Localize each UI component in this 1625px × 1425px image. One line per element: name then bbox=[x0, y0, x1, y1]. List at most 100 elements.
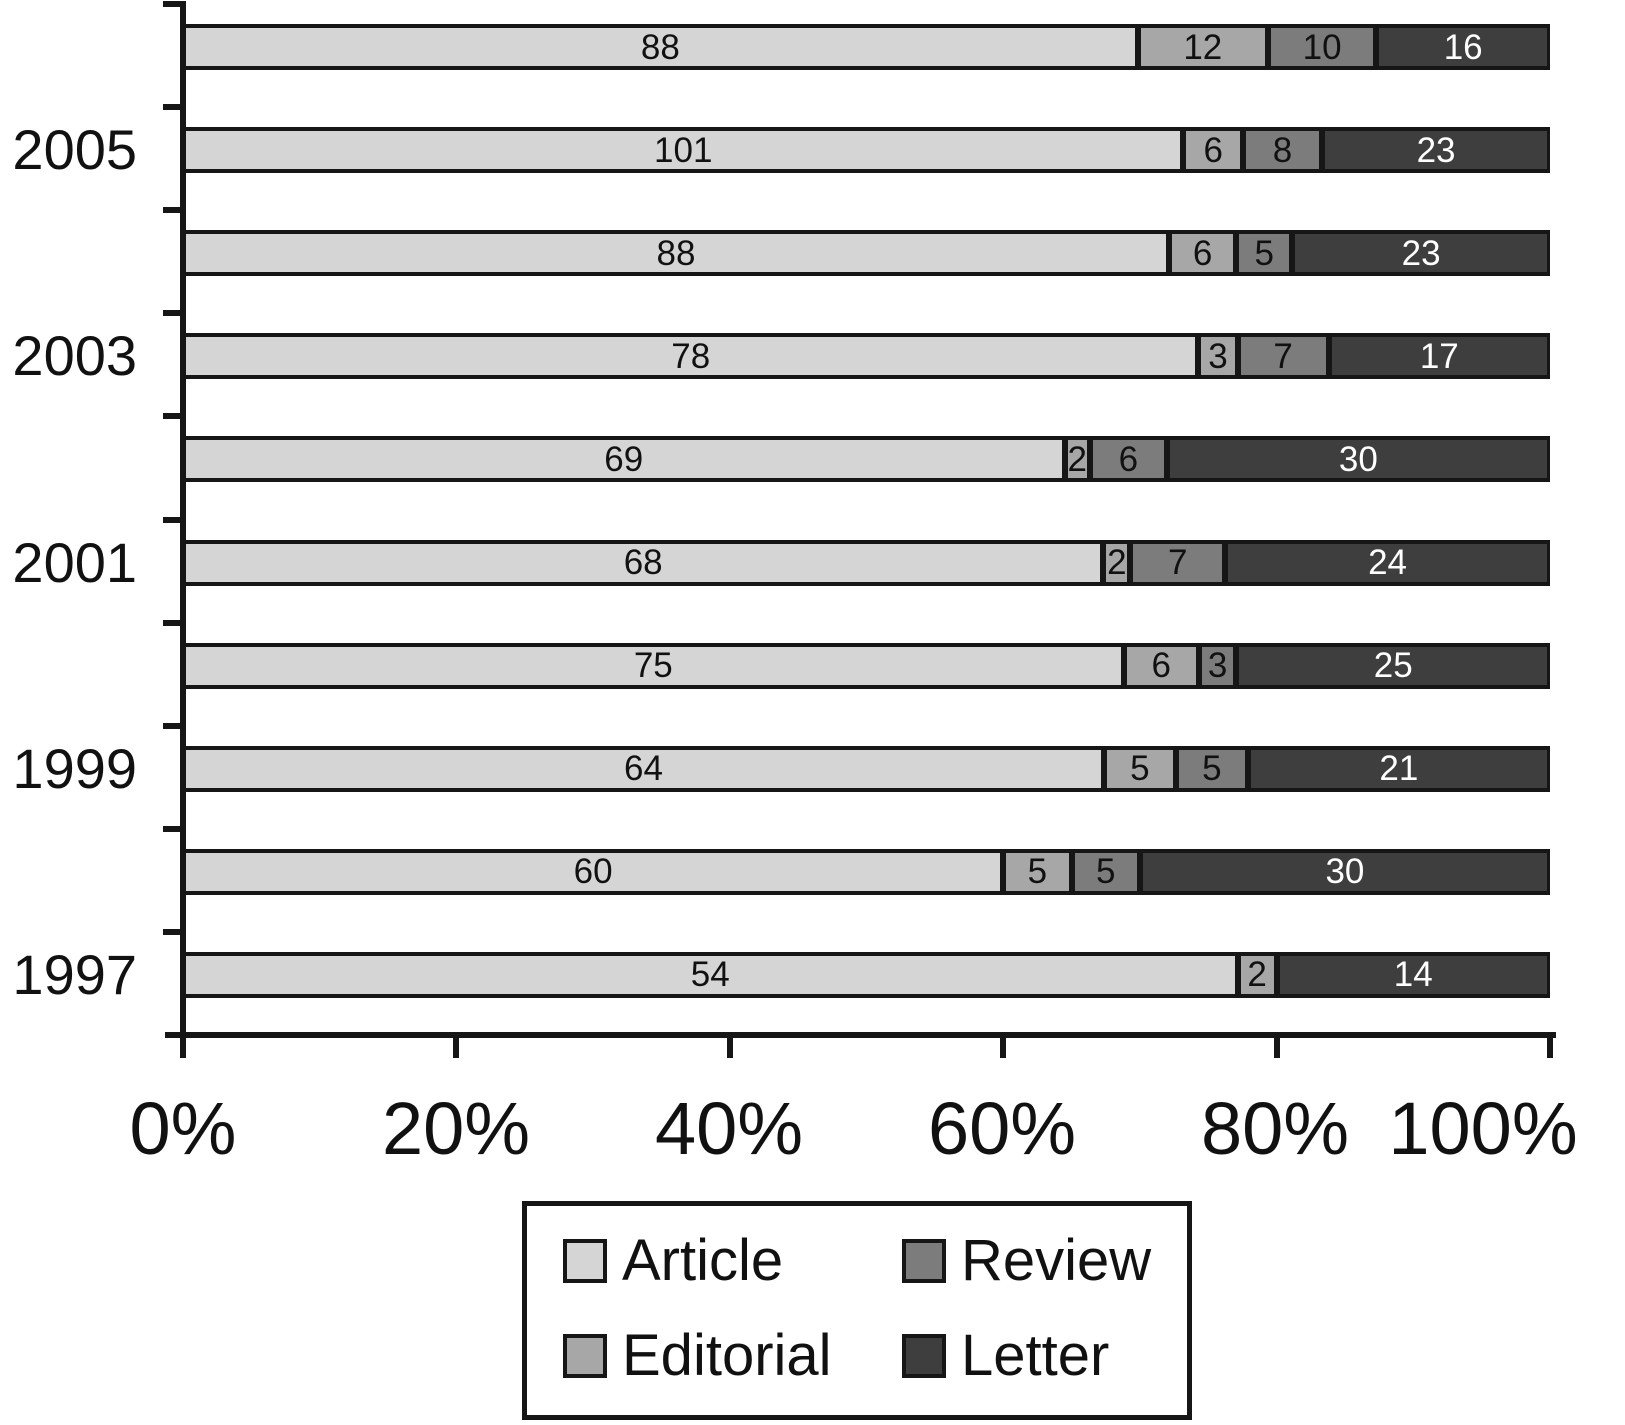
segment-value-label: 7 bbox=[1273, 336, 1293, 376]
bar-segment-article: 88 bbox=[183, 24, 1138, 70]
bar-segment-review: 7 bbox=[1130, 539, 1226, 586]
x-axis-line bbox=[165, 1032, 1556, 1038]
y-axis-tick bbox=[163, 928, 184, 935]
segment-value-label: 2 bbox=[1107, 543, 1127, 582]
bar-row: 68 2 7 24 bbox=[183, 539, 1550, 586]
x-axis-tick-label: 100% bbox=[1388, 1087, 1578, 1170]
bar-row: 69 2 6 30 bbox=[183, 436, 1550, 483]
segment-value-label: 69 bbox=[604, 439, 644, 479]
segment-value-label: 2 bbox=[1247, 955, 1267, 995]
bar-segment-article: 69 bbox=[183, 436, 1065, 483]
segment-value-label: 12 bbox=[1183, 27, 1223, 67]
legend-label: Letter bbox=[961, 1323, 1110, 1388]
year-axis-label: 2001 bbox=[12, 530, 137, 594]
segment-value-label: 25 bbox=[1373, 646, 1413, 686]
segment-value-label: 75 bbox=[633, 646, 673, 686]
bar-segment-letter: 17 bbox=[1328, 333, 1550, 380]
bar-segment-article: 75 bbox=[183, 642, 1124, 689]
segment-value-label: 6 bbox=[1151, 646, 1171, 686]
legend-swatch-editorial bbox=[563, 1334, 607, 1378]
bar-segment-letter: 30 bbox=[1139, 848, 1550, 895]
bar-segment-review: 8 bbox=[1242, 127, 1323, 174]
legend-item-editorial: Editorial bbox=[563, 1327, 832, 1385]
bar-segment-letter: 23 bbox=[1292, 230, 1550, 277]
legend-swatch-letter bbox=[902, 1334, 946, 1378]
bar-segment-editorial: 6 bbox=[1183, 127, 1243, 174]
segment-value-label: 88 bbox=[656, 233, 696, 273]
bar-row: 54 2 14 bbox=[183, 951, 1550, 998]
segment-value-label: 54 bbox=[690, 955, 730, 995]
bar-segment-editorial: 6 bbox=[1169, 230, 1237, 277]
y-axis-line bbox=[180, 1, 186, 1058]
y-axis-tick bbox=[163, 1, 184, 7]
bar-row: 88 6 5 23 bbox=[183, 230, 1550, 277]
segment-value-label: 5 bbox=[1202, 749, 1222, 789]
segment-value-label: 24 bbox=[1368, 543, 1408, 582]
segment-value-label: 30 bbox=[1338, 439, 1378, 479]
segment-value-label: 17 bbox=[1419, 336, 1459, 376]
bar-segment-editorial: 5 bbox=[1103, 745, 1176, 792]
x-axis-tick bbox=[180, 1035, 186, 1058]
y-axis-tick bbox=[163, 825, 184, 832]
segment-value-label: 8 bbox=[1272, 130, 1293, 170]
bar-segment-review: 5 bbox=[1071, 848, 1140, 895]
legend: Article Review Editorial Letter bbox=[522, 1201, 1192, 1420]
bar-segment-article: 78 bbox=[183, 333, 1199, 380]
x-axis-tick-label: 40% bbox=[654, 1087, 804, 1170]
legend-label: Editorial bbox=[622, 1323, 832, 1388]
y-axis-tick bbox=[163, 207, 184, 214]
segment-value-label: 6 bbox=[1118, 439, 1139, 479]
bar-row: 75 6 3 25 bbox=[183, 642, 1550, 689]
legend-item-letter: Letter bbox=[902, 1327, 1109, 1385]
x-axis-tick bbox=[1273, 1035, 1280, 1058]
legend-label: Article bbox=[622, 1228, 784, 1293]
bar-segment-editorial: 5 bbox=[1003, 848, 1072, 895]
bar-segment-letter: 25 bbox=[1236, 642, 1550, 689]
segment-value-label: 78 bbox=[671, 336, 711, 376]
segment-value-label: 23 bbox=[1416, 130, 1456, 170]
x-axis-tick-label: 60% bbox=[927, 1087, 1077, 1170]
bar-segment-editorial: 12 bbox=[1137, 24, 1268, 70]
y-axis-tick bbox=[163, 413, 184, 420]
bar-row: 101 6 8 23 bbox=[183, 127, 1550, 174]
x-axis-tick bbox=[1547, 1035, 1553, 1058]
bar-segment-editorial: 2 bbox=[1064, 436, 1091, 483]
y-axis-tick bbox=[163, 104, 184, 111]
y-axis-tick bbox=[163, 619, 184, 626]
segment-value-label: 64 bbox=[623, 749, 663, 789]
segment-value-label: 7 bbox=[1168, 543, 1188, 582]
legend-swatch-article bbox=[563, 1239, 607, 1283]
year-axis-label: 2003 bbox=[12, 324, 137, 388]
x-axis-tick bbox=[453, 1035, 460, 1058]
segment-value-label: 14 bbox=[1393, 955, 1433, 995]
segment-value-label: 68 bbox=[623, 543, 663, 582]
segment-value-label: 2 bbox=[1067, 439, 1088, 479]
bar-segment-article: 68 bbox=[183, 539, 1104, 586]
bar-segment-letter: 24 bbox=[1225, 539, 1550, 586]
x-axis-tick-label: 0% bbox=[129, 1087, 237, 1170]
bar-segment-article: 88 bbox=[183, 230, 1170, 277]
bar-segment-review: 10 bbox=[1267, 24, 1377, 70]
y-axis-tick bbox=[163, 310, 184, 317]
segment-value-label: 16 bbox=[1443, 27, 1483, 67]
segment-value-label: 5 bbox=[1095, 852, 1116, 892]
bar-segment-review: 7 bbox=[1237, 333, 1329, 380]
segment-value-label: 30 bbox=[1325, 852, 1365, 892]
legend-swatch-review bbox=[902, 1239, 946, 1283]
segment-value-label: 21 bbox=[1379, 749, 1419, 789]
bar-segment-letter: 14 bbox=[1276, 951, 1550, 998]
bar-segment-article: 101 bbox=[183, 127, 1184, 174]
year-axis-label: 1999 bbox=[12, 736, 137, 800]
bar-segment-review: 5 bbox=[1236, 230, 1293, 277]
x-axis-tick-label: 80% bbox=[1200, 1087, 1350, 1170]
x-axis-tick-label: 20% bbox=[381, 1087, 531, 1170]
segment-value-label: 60 bbox=[573, 852, 613, 892]
segment-value-label: 6 bbox=[1203, 130, 1223, 170]
bar-segment-letter: 21 bbox=[1247, 745, 1550, 792]
bar-segment-review: 5 bbox=[1175, 745, 1248, 792]
x-axis-tick bbox=[726, 1035, 733, 1058]
y-axis-tick bbox=[163, 516, 184, 523]
year-axis-label: 1997 bbox=[12, 942, 137, 1006]
bar-segment-review: 3 bbox=[1198, 642, 1237, 689]
bar-row: 60 5 5 30 bbox=[183, 848, 1550, 895]
